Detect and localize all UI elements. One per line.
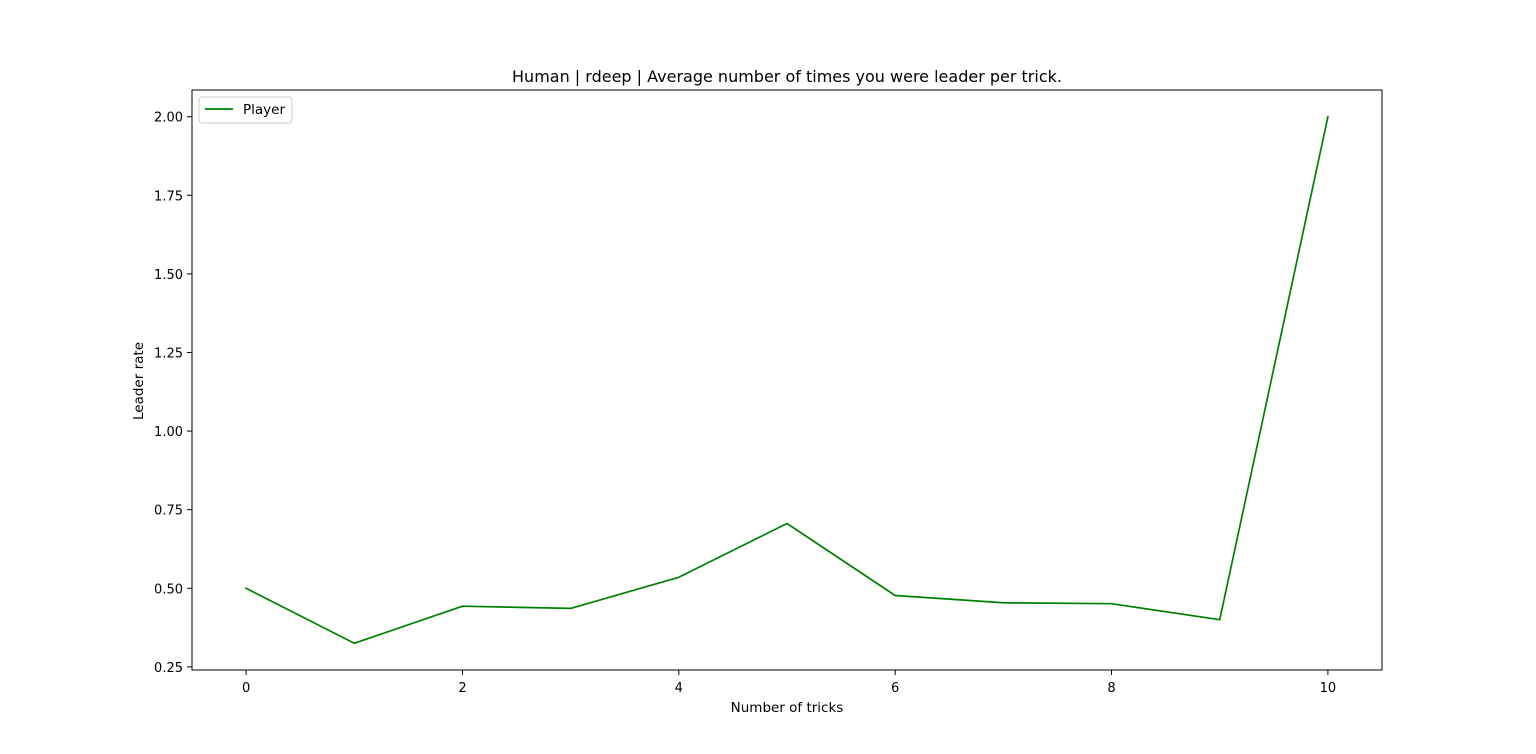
legend-label-player: Player <box>243 102 285 118</box>
data-point <box>894 595 896 597</box>
data-point <box>1219 619 1221 621</box>
y-tick-label: 0.50 <box>154 582 183 597</box>
legend: Player <box>198 96 293 124</box>
legend-box <box>198 96 293 124</box>
chart-title: Human | rdeep | Average number of times … <box>512 67 1062 86</box>
data-point <box>1111 603 1113 605</box>
y-tick-label: 1.50 <box>154 268 183 283</box>
y-tick-label: 2.00 <box>154 111 183 126</box>
y-tick-label: 1.25 <box>154 346 183 361</box>
data-point <box>570 607 572 609</box>
data-point <box>786 523 788 525</box>
y-axis-label: Leader rate <box>131 342 147 420</box>
x-tick-label: 2 <box>458 681 466 696</box>
series-line-player <box>244 115 1329 645</box>
x-axis-label: Number of tricks <box>731 700 844 716</box>
data-point <box>678 576 680 578</box>
y-tick-label: 1.00 <box>154 425 183 440</box>
data-point <box>245 587 247 589</box>
data-point <box>1327 116 1329 118</box>
x-tick-label: 10 <box>1320 681 1337 696</box>
plot-area-frame <box>191 89 1383 671</box>
data-point <box>1002 602 1004 604</box>
x-tick-label: 6 <box>891 681 899 696</box>
x-tick-label: 0 <box>242 681 250 696</box>
data-point <box>353 642 355 644</box>
y-axis-ticks: 0.25 0.50 0.75 1.00 1.25 1.50 1.75 2.00 <box>154 111 192 676</box>
x-tick-label: 4 <box>675 681 683 696</box>
y-tick-label: 0.25 <box>154 661 183 676</box>
x-tick-label: 8 <box>1107 681 1115 696</box>
y-tick-label: 0.75 <box>154 504 183 519</box>
series-layer <box>244 115 1329 645</box>
x-axis-ticks: 0 2 4 6 8 10 <box>242 670 1336 696</box>
data-point <box>462 605 464 607</box>
y-tick-label: 1.75 <box>154 189 183 204</box>
